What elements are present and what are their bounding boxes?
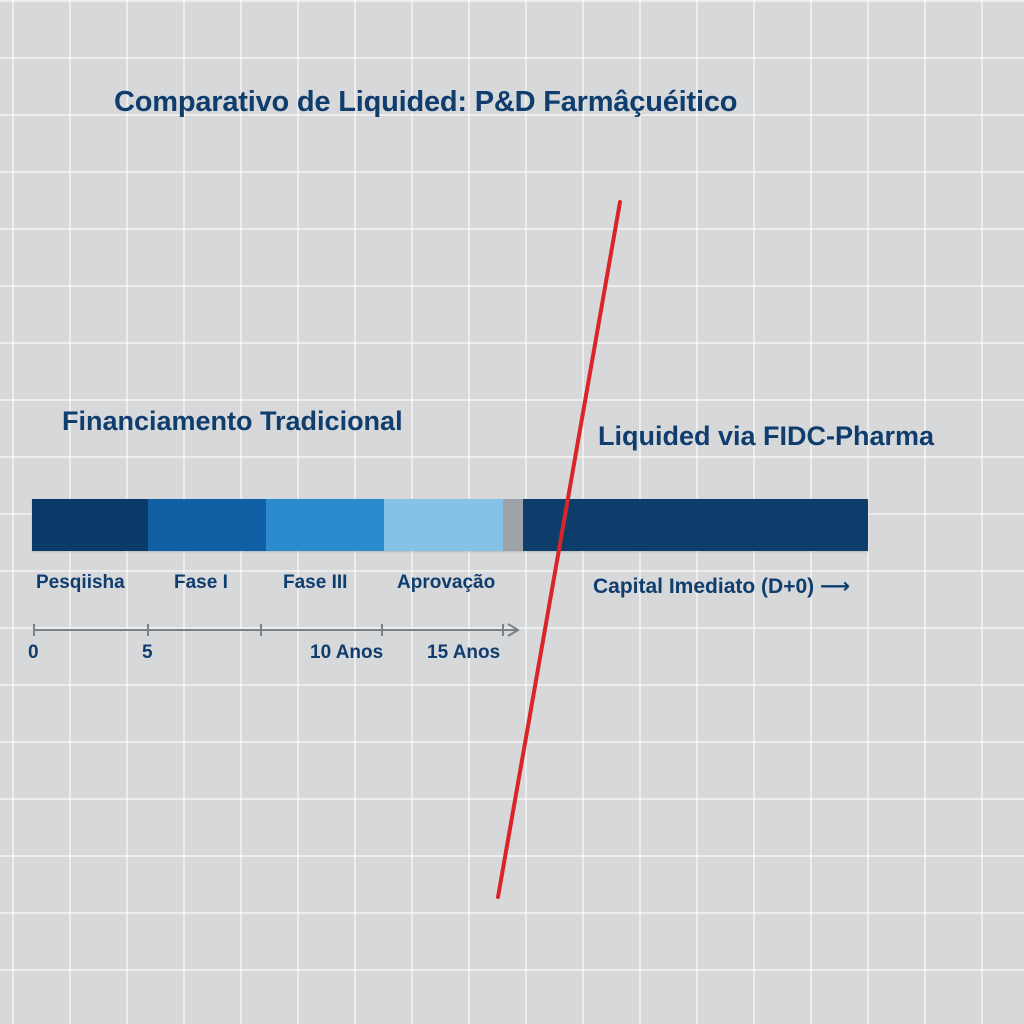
- segment-capital-imediato: [523, 499, 868, 551]
- segment-gap: [503, 499, 523, 551]
- tick-label-10-anos: 10 Anos: [310, 642, 384, 663]
- tick-label-0: 0: [28, 642, 39, 663]
- page-title: Comparativo de Liquided: P&D Farmâçuéiti…: [114, 86, 738, 118]
- segment-fase-i: [148, 499, 266, 551]
- timeline-bar: [32, 499, 868, 551]
- tick-label-5: 5: [142, 642, 153, 663]
- capital-immediate-label: Capital Imediato (D+0) ⟶: [593, 574, 850, 599]
- traditional-financing-heading: Financiamento Tradicional: [62, 406, 403, 436]
- divider-line: [496, 200, 622, 899]
- phase-label-fase-i: Fase I: [174, 572, 228, 593]
- timeline-axis: [33, 623, 520, 637]
- arrow-right-icon: ⟶: [819, 575, 851, 598]
- segment-aprovacao: [384, 499, 503, 551]
- tick-label-15-anos: 15 Anos: [427, 642, 501, 663]
- fidc-liquidity-heading: Liquided via FIDC-Pharma: [598, 421, 935, 451]
- phase-label-fase-iii: Fase III: [283, 572, 348, 593]
- axis-arrow-icon: [507, 623, 520, 637]
- phase-label-aprovacao: Aprovação: [397, 572, 496, 593]
- phase-label-pesquisa: Pesqiisha: [36, 572, 125, 593]
- capital-label-text: Capital Imediato (D+0): [593, 575, 815, 598]
- segment-fase-iii: [266, 499, 384, 551]
- segment-pesquisa: [32, 499, 148, 551]
